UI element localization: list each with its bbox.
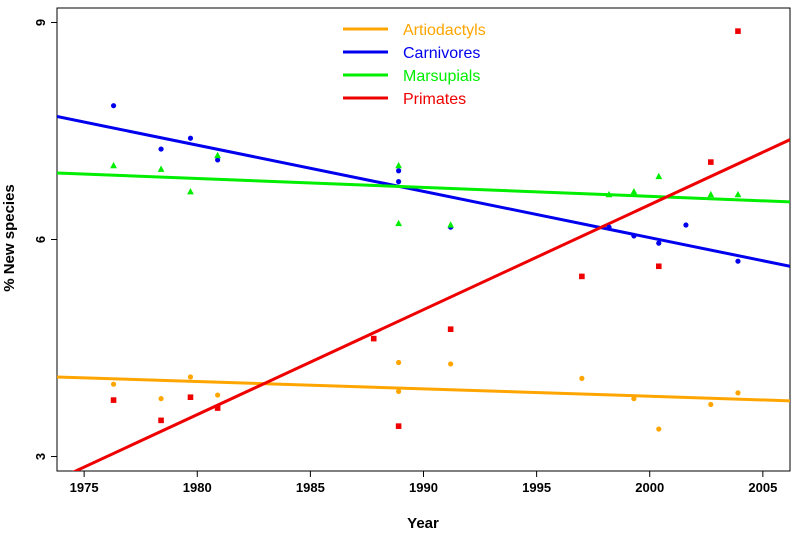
- x-tick-label: 1995: [522, 480, 551, 495]
- x-tick-label: 2005: [748, 480, 777, 495]
- point-marsupials: [157, 165, 165, 172]
- point-artiodactyls: [158, 396, 164, 402]
- trend-line-primates: [72, 138, 790, 471]
- point-artiodactyls: [631, 396, 637, 402]
- point-primates: [214, 405, 221, 411]
- point-marsupials: [734, 190, 742, 198]
- y-axis-title: % New species: [1, 184, 18, 292]
- x-tick-label: 1990: [409, 480, 438, 495]
- point-marsupials: [110, 161, 117, 169]
- point-primates: [735, 28, 741, 34]
- y-tick-label: 6: [33, 236, 48, 243]
- point-carnivores: [396, 168, 402, 174]
- point-primates: [655, 263, 662, 270]
- point-carnivores: [215, 157, 221, 163]
- trend-line-artiodactyls: [57, 375, 790, 403]
- trend-line-marsupials: [57, 171, 790, 204]
- trend-lines: [57, 115, 790, 471]
- point-carnivores: [110, 103, 117, 109]
- point-artiodactyls: [708, 401, 714, 408]
- point-primates: [110, 397, 117, 403]
- x-tick-label: 2000: [635, 480, 664, 495]
- legend-label-primates: Primates: [403, 91, 466, 108]
- point-artiodactyls: [735, 390, 741, 396]
- point-marsupials: [395, 219, 403, 227]
- point-artiodactyls: [448, 361, 454, 367]
- point-primates: [370, 335, 377, 342]
- point-artiodactyls: [396, 359, 402, 366]
- x-tick-label: 1975: [70, 480, 99, 495]
- x-tick-label: 1980: [183, 480, 212, 495]
- point-artiodactyls: [110, 381, 117, 387]
- point-primates: [395, 423, 402, 429]
- point-marsupials: [605, 190, 613, 198]
- point-primates: [158, 417, 164, 424]
- point-artiodactyls: [396, 388, 402, 395]
- point-primates: [579, 273, 585, 280]
- point-primates: [187, 394, 194, 401]
- point-artiodactyls: [187, 374, 194, 380]
- point-carnivores: [683, 222, 689, 228]
- axes: 1975 1980 1985 1990 1995 2000 2005 3 6 9: [33, 19, 777, 495]
- trend-line-carnivores: [57, 115, 790, 268]
- point-marsupials: [187, 187, 194, 195]
- y-tick-label: 9: [33, 19, 48, 26]
- legend-label-carnivores: Carnivores: [403, 45, 480, 62]
- point-marsupials: [395, 161, 403, 169]
- point-primates: [708, 159, 714, 165]
- point-carnivores: [158, 146, 164, 152]
- point-primates: [447, 326, 454, 333]
- point-artiodactyls: [579, 375, 585, 381]
- x-tick-label: 1985: [296, 480, 325, 495]
- y-tick-label: 3: [33, 453, 48, 460]
- point-carnivores: [187, 135, 194, 141]
- x-axis-title: Year: [407, 515, 439, 532]
- point-marsupials: [214, 151, 222, 159]
- point-carnivores: [396, 179, 402, 185]
- legend: Artiodactyls Carnivores Marsupials Primates: [343, 22, 486, 108]
- legend-label-artiodactyls: Artiodactyls: [403, 22, 486, 39]
- point-marsupials: [630, 187, 638, 195]
- data-points: [110, 28, 742, 432]
- point-marsupials: [707, 190, 715, 198]
- legend-label-marsupials: Marsupials: [403, 68, 480, 85]
- point-marsupials: [655, 172, 663, 180]
- point-carnivores: [735, 258, 741, 264]
- point-artiodactyls: [656, 426, 662, 432]
- point-artiodactyls: [215, 392, 221, 398]
- point-carnivores: [656, 240, 662, 246]
- point-carnivores: [606, 224, 612, 230]
- point-marsupials: [447, 221, 455, 228]
- point-carnivores: [631, 233, 637, 239]
